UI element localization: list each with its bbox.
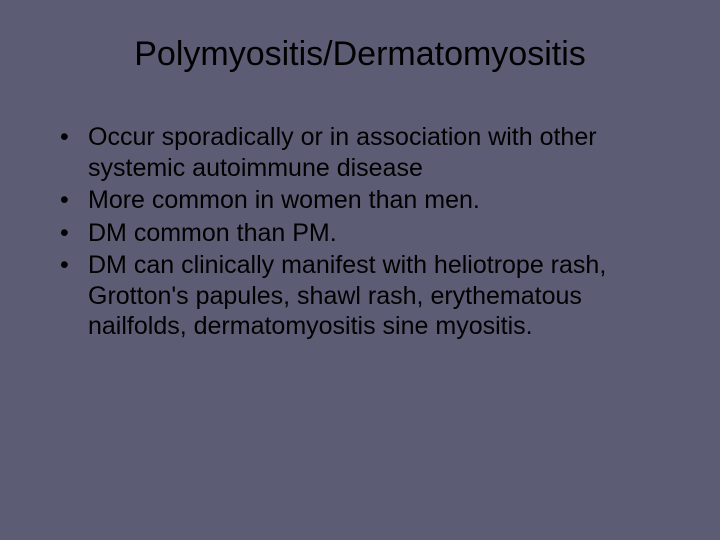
bullet-item: Occur sporadically or in association wit…: [60, 122, 670, 183]
bullet-item: DM can clinically manifest with heliotro…: [60, 250, 670, 342]
slide-title: Polymyositis/Dermatomyositis: [50, 35, 670, 74]
bullet-list: Occur sporadically or in association wit…: [50, 122, 670, 342]
bullet-item: DM common than PM.: [60, 218, 670, 249]
bullet-item: More common in women than men.: [60, 185, 670, 216]
